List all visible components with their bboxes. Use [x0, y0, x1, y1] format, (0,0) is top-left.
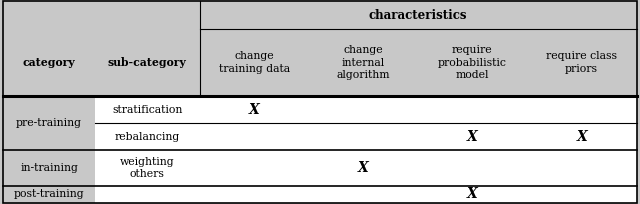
- Text: change
training data: change training data: [218, 51, 290, 74]
- Text: category: category: [23, 57, 76, 68]
- Text: X: X: [249, 103, 259, 116]
- Bar: [3, 1, 637, 96]
- Text: weighting
others: weighting others: [120, 157, 175, 179]
- Text: change
internal
algorithm: change internal algorithm: [337, 45, 390, 80]
- Text: rebalancing: rebalancing: [115, 132, 180, 142]
- Text: require class
priors: require class priors: [546, 51, 617, 74]
- Text: X: X: [576, 130, 587, 144]
- Text: sub-category: sub-category: [108, 57, 187, 68]
- Text: stratification: stratification: [112, 105, 182, 115]
- Bar: [3, 96, 95, 203]
- Text: require
probabilistic
model: require probabilistic model: [438, 45, 506, 80]
- Text: characteristics: characteristics: [369, 9, 467, 22]
- Text: X: X: [467, 130, 477, 144]
- Text: X: X: [358, 161, 369, 175]
- Text: pre-training: pre-training: [16, 118, 82, 128]
- Text: in-training: in-training: [20, 163, 78, 173]
- Text: X: X: [467, 187, 477, 201]
- Bar: [3, 96, 637, 203]
- Text: post-training: post-training: [14, 189, 84, 199]
